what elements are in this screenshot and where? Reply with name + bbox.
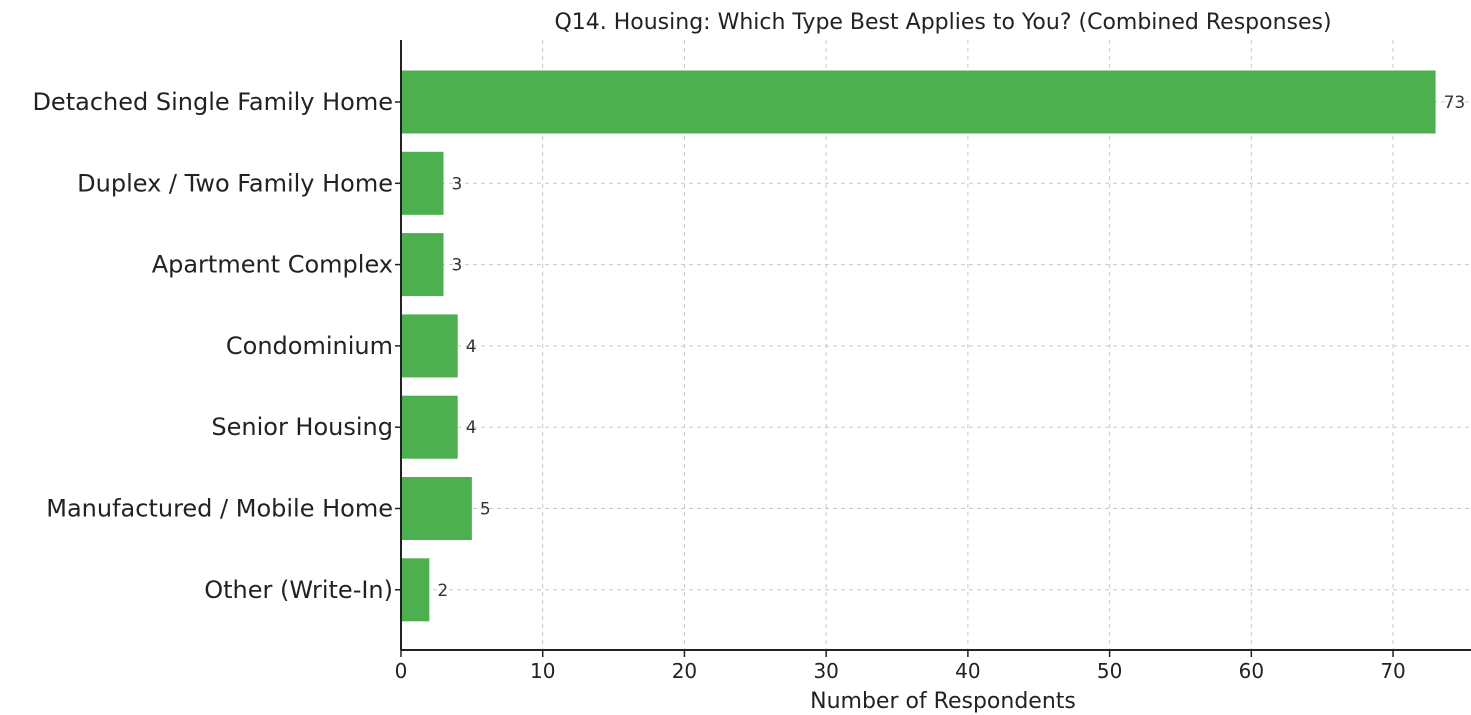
value-label: 3 (452, 174, 463, 194)
category-label: Condominium (226, 332, 393, 360)
value-labels: 73 3 3 4 4 5 2 (437, 93, 1465, 601)
x-tick-label: 0 (395, 659, 408, 683)
bars (401, 70, 1436, 622)
value-label: 73 (1444, 93, 1466, 113)
x-axis-ticks: 0 10 20 30 40 50 60 70 (395, 101, 1406, 683)
value-label: 3 (452, 256, 463, 276)
x-axis-title: Number of Respondents (810, 689, 1076, 714)
category-label: Other (Write-In) (204, 576, 393, 604)
category-label: Detached Single Family Home (32, 88, 393, 116)
category-label: Manufactured / Mobile Home (46, 495, 393, 523)
x-tick-label: 50 (1097, 659, 1122, 683)
value-label: 5 (480, 500, 491, 520)
x-tick-label: 10 (530, 659, 555, 683)
value-label: 4 (466, 418, 477, 438)
bar (401, 233, 444, 297)
bar (401, 395, 458, 459)
x-tick-label: 70 (1380, 659, 1405, 683)
chart-title: Q14. Housing: Which Type Best Applies to… (554, 10, 1331, 35)
x-tick-label: 60 (1239, 659, 1264, 683)
bar (401, 314, 458, 378)
x-tick-label: 40 (955, 659, 980, 683)
x-tick-label: 20 (672, 659, 697, 683)
bar (401, 558, 430, 622)
value-label: 4 (466, 337, 477, 357)
bar (401, 477, 472, 540)
value-label: 2 (437, 581, 448, 601)
category-label: Senior Housing (211, 413, 393, 441)
category-label: Duplex / Two Family Home (77, 169, 393, 197)
category-label: Apartment Complex (152, 251, 393, 279)
category-labels: Detached Single Family Home Duplex / Two … (32, 88, 393, 604)
x-tick-label: 30 (813, 659, 838, 683)
bar (401, 151, 444, 215)
bar (401, 70, 1436, 134)
